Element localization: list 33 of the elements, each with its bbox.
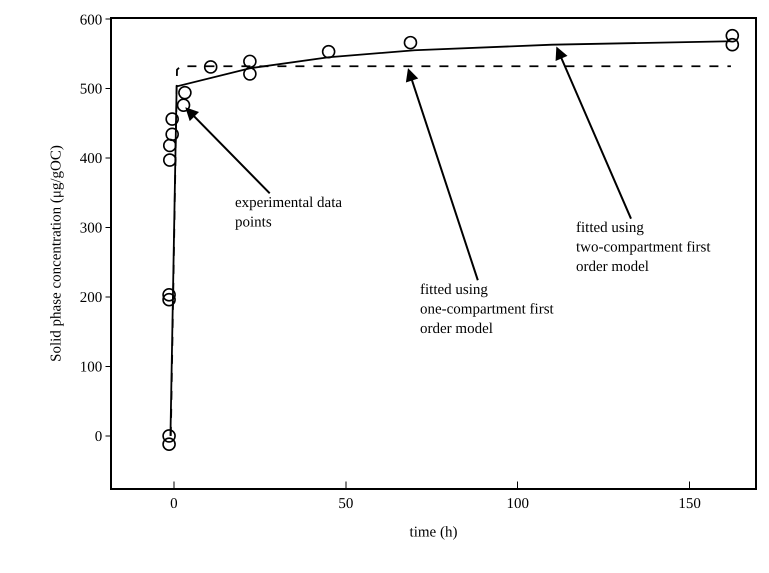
point (243, 67, 257, 81)
point (178, 86, 192, 100)
point (165, 128, 179, 142)
x-tick-label: 0 (170, 496, 178, 512)
x-tick-label: 100 (506, 496, 529, 512)
point (726, 28, 740, 42)
point (162, 429, 176, 443)
point (162, 153, 177, 167)
point (165, 112, 179, 126)
annotation: fitted using one-compartment first order model (420, 282, 555, 337)
y-tick-label: 0 (94, 429, 102, 446)
point (322, 44, 336, 58)
annotation: experimental data points (235, 195, 342, 230)
y-tick-label: 500 (80, 82, 102, 98)
point (204, 60, 218, 74)
y-tick-label: 400 (80, 151, 102, 168)
point (162, 437, 176, 452)
point (162, 292, 176, 307)
point (404, 36, 418, 50)
y-tick-label: 300 (80, 220, 102, 237)
point (162, 138, 177, 152)
y-tick-label: 100 (80, 360, 102, 376)
x-tick-label: 150 (678, 496, 701, 512)
x-axis-title: time (h) (410, 524, 458, 540)
y-axis-title: Solid phase concentration (μg/gOC) (48, 145, 64, 362)
y-tick-label: 200 (80, 290, 102, 306)
annotation: fitted using two-compartment first order model (576, 220, 712, 275)
point (176, 98, 190, 112)
x-tick-label: 50 (338, 496, 354, 512)
y-tick-label: 600 (80, 12, 102, 28)
point (243, 54, 257, 68)
point (162, 288, 176, 302)
point (726, 38, 740, 52)
